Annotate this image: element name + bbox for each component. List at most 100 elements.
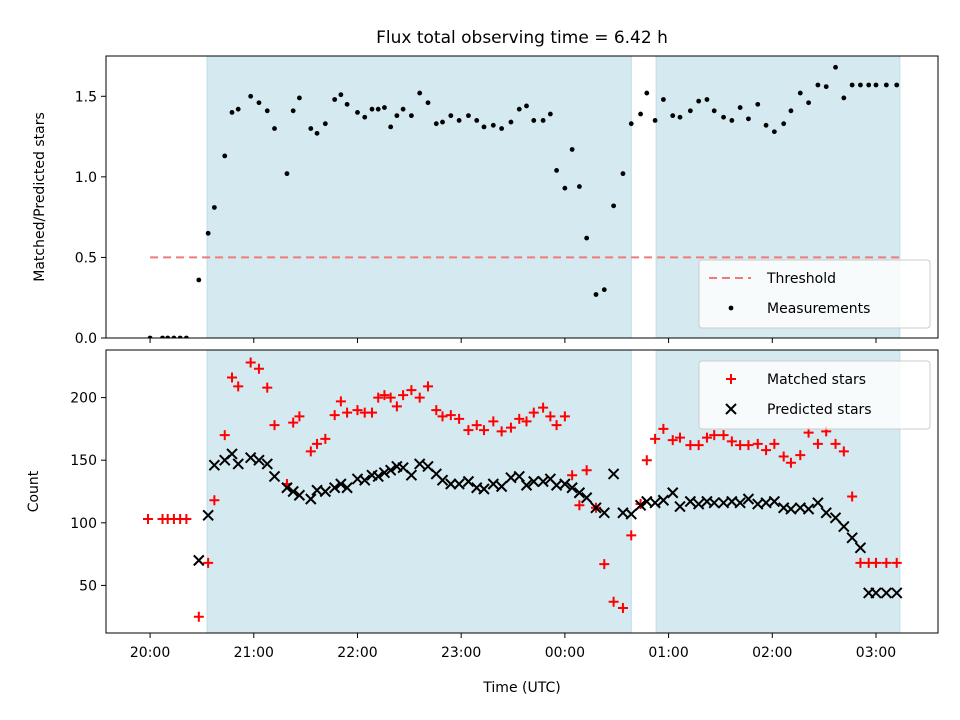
matched-stars-point — [650, 433, 661, 444]
y-axis-label: Count — [26, 470, 42, 512]
matched-stars-point — [617, 602, 628, 613]
measurement-point — [815, 82, 821, 88]
matched-stars-point — [431, 405, 442, 416]
predicted-stars-point — [520, 479, 533, 491]
predicted-stars-point — [734, 497, 746, 509]
matched-stars-point — [641, 455, 652, 466]
predicted-stars-point — [232, 458, 244, 470]
measurement-point — [531, 118, 537, 123]
predicted-stars-point — [667, 487, 679, 499]
legend: Threshold Measurements — [698, 259, 931, 329]
matched-stars-point — [726, 436, 737, 447]
measurement-point — [576, 184, 582, 189]
measurement-point — [171, 335, 177, 338]
legend-label: Matched stars — [767, 372, 866, 388]
matched-stars-point — [488, 416, 499, 427]
matched-stars-point — [181, 514, 192, 525]
matched-stars-point — [870, 557, 881, 568]
matched-stars-point — [608, 596, 619, 607]
measurement-point — [858, 82, 863, 88]
measurement-point — [222, 153, 228, 159]
matched-stars-point — [478, 425, 489, 436]
x-tick-label: 23:00 — [441, 645, 481, 661]
y-tick-label: 200 — [70, 391, 97, 407]
measurement-point — [499, 126, 505, 131]
predicted-stars-point — [487, 478, 500, 490]
matched-stars-point — [559, 411, 570, 422]
legend-label: Threshold — [766, 271, 836, 287]
predicted-stars-point — [319, 485, 332, 498]
matched-stars-point — [379, 390, 390, 401]
predicted-stars-point — [537, 475, 549, 488]
predicted-stars-point — [359, 474, 371, 486]
matched-stars-point — [574, 500, 585, 511]
matched-stars-point — [812, 438, 823, 449]
matched-stars-point — [785, 457, 796, 468]
matched-stars-point — [329, 410, 340, 421]
matched-stars-point — [422, 381, 433, 392]
matched-stars-point — [514, 413, 525, 424]
measurement-point — [433, 121, 439, 127]
measurement-point — [417, 90, 423, 96]
measurement-point — [177, 335, 183, 338]
predicted-stars-point — [372, 470, 384, 483]
chart-title: Flux total observing time = 6.42 h — [376, 28, 668, 48]
predicted-stars-point — [335, 478, 347, 490]
matched-stars-point — [847, 491, 858, 502]
measurement-point — [660, 97, 666, 102]
predicted-stars-point — [268, 470, 281, 483]
x-tick-label: 22:00 — [337, 645, 377, 661]
measurement-point — [160, 335, 165, 338]
matched-stars-point — [463, 425, 474, 436]
matched-stars-point — [193, 611, 204, 622]
matched-stars-point — [233, 381, 244, 392]
matched-stars-point — [626, 530, 637, 541]
measurement-point — [440, 119, 445, 125]
predicted-stars-point — [838, 520, 850, 533]
measurement-point — [823, 84, 829, 90]
matched-stars-point — [342, 407, 353, 418]
matched-stars-point — [366, 407, 377, 418]
y-tick-label: 1.0 — [75, 170, 97, 186]
measurement-point — [644, 90, 650, 96]
measurement-point — [322, 121, 328, 127]
legend-label: Measurements — [767, 301, 870, 317]
y-axis-label: Matched/Predicted stars — [32, 112, 48, 282]
predicted-stars-point — [413, 458, 426, 470]
predicted-stars-point — [846, 532, 858, 544]
measurement-point — [165, 335, 171, 338]
y-tick-label: 100 — [70, 516, 97, 532]
matched-stars-point — [253, 363, 264, 374]
matched-stars-point — [752, 438, 763, 449]
predicted-stars-point — [854, 542, 867, 554]
measurement-point — [516, 106, 522, 112]
matched-stars-point — [414, 392, 425, 403]
predicted-stars-point — [649, 497, 661, 509]
matched-stars-point — [599, 559, 610, 570]
legend-frame — [698, 259, 931, 329]
measurement-point — [721, 114, 726, 120]
matched-stars-point — [226, 372, 237, 383]
y-tick-label: 0.0 — [75, 331, 97, 347]
matched-stars-point — [709, 430, 720, 441]
legend: Matched stars Predicted stars — [698, 360, 931, 430]
matched-stars-point — [288, 417, 299, 428]
predicted-stars-point — [870, 587, 882, 599]
top-panel: 0.0 0.5 1.0 1.5 Matched/Predicted stars Thres… — [32, 55, 939, 347]
measurement-point — [611, 203, 617, 209]
predicted-stars-point — [328, 482, 341, 494]
legend-predicted-swatch — [725, 403, 737, 415]
predicted-stars-point — [657, 494, 670, 506]
measurement-point — [344, 101, 350, 107]
measurement-point — [456, 118, 462, 123]
matched-stars-point — [335, 396, 346, 407]
measurement-point — [264, 108, 270, 114]
predicted-stars-point — [812, 497, 824, 509]
predicted-stars-point — [384, 464, 397, 476]
measurement-point — [883, 82, 889, 88]
matched-stars-point — [294, 411, 305, 422]
measurement-point — [196, 277, 202, 283]
matched-stars-point — [496, 426, 507, 437]
measurement-point — [362, 114, 368, 120]
